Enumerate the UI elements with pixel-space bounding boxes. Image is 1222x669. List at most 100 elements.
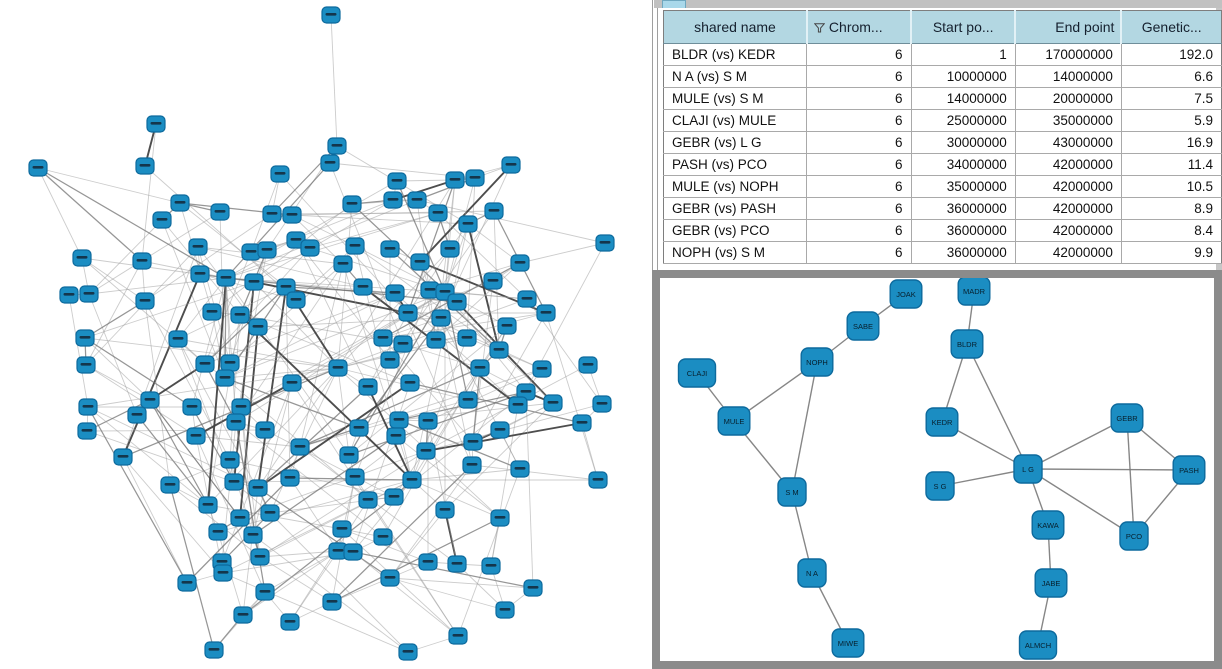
network-node[interactable]: [402, 471, 422, 489]
network-node[interactable]: [343, 543, 363, 561]
network-node[interactable]: [320, 154, 340, 172]
network-node[interactable]: [241, 243, 261, 261]
network-node[interactable]: [386, 427, 406, 445]
network-node[interactable]: [328, 359, 348, 377]
network-node[interactable]: [458, 391, 478, 409]
network-node-madr[interactable]: MADR: [957, 278, 991, 306]
network-node[interactable]: [280, 613, 300, 631]
network-node[interactable]: [75, 329, 95, 347]
network-node[interactable]: [146, 115, 166, 133]
network-node[interactable]: [140, 391, 160, 409]
network-node[interactable]: [260, 504, 280, 522]
network-node[interactable]: [400, 374, 420, 392]
network-node[interactable]: [445, 171, 465, 189]
network-node[interactable]: [160, 476, 180, 494]
network-node-kawa[interactable]: KAWA: [1031, 510, 1065, 540]
network-node-sabe[interactable]: SABE: [846, 311, 880, 341]
network-node[interactable]: [353, 278, 373, 296]
network-node[interactable]: [508, 396, 528, 414]
network-node-mule[interactable]: MULE: [717, 406, 751, 436]
network-node[interactable]: [233, 606, 253, 624]
network-node[interactable]: [447, 555, 467, 573]
network-node[interactable]: [332, 520, 352, 538]
network-node-almch[interactable]: ALMCH: [1018, 630, 1058, 660]
network-node[interactable]: [28, 159, 48, 177]
network-node[interactable]: [407, 191, 427, 209]
network-node[interactable]: [231, 398, 251, 416]
network-node[interactable]: [186, 427, 206, 445]
network-node[interactable]: [76, 356, 96, 374]
network-node[interactable]: [220, 354, 240, 372]
network-node[interactable]: [226, 413, 246, 431]
network-node[interactable]: [532, 360, 552, 378]
network-node[interactable]: [389, 411, 409, 429]
column-header-end-point[interactable]: End point: [1015, 10, 1123, 44]
network-node[interactable]: [387, 172, 407, 190]
network-node[interactable]: [195, 355, 215, 373]
network-node[interactable]: [398, 643, 418, 661]
network-node[interactable]: [78, 398, 98, 416]
network-node[interactable]: [213, 564, 233, 582]
network-node-gebr[interactable]: GEBR: [1110, 403, 1144, 433]
network-node[interactable]: [510, 460, 530, 478]
network-node[interactable]: [190, 265, 210, 283]
network-node[interactable]: [286, 291, 306, 309]
network-node[interactable]: [300, 239, 320, 257]
table-row[interactable]: NOPH (vs) S M 6 36000000 42000000 9.9: [663, 241, 1222, 264]
network-node[interactable]: [385, 284, 405, 302]
network-node[interactable]: [152, 211, 172, 229]
network-node[interactable]: [458, 215, 478, 233]
network-node[interactable]: [230, 509, 250, 527]
column-header-chrom-[interactable]: Chrom...: [806, 10, 913, 44]
network-node[interactable]: [418, 412, 438, 430]
network-node[interactable]: [416, 442, 436, 460]
network-node-s-m[interactable]: S M: [777, 477, 807, 507]
network-node[interactable]: [380, 569, 400, 587]
network-node[interactable]: [481, 557, 501, 575]
network-node[interactable]: [230, 306, 250, 324]
network-node[interactable]: [358, 378, 378, 396]
sub-network-canvas[interactable]: JOAK MADR SABE NOPH BLDR CLAJI MULE KEDR GEBR L G…: [660, 278, 1214, 661]
network-node[interactable]: [497, 317, 517, 335]
network-node-l-g[interactable]: L G: [1013, 454, 1043, 484]
table-row[interactable]: N A (vs) S M 6 10000000 14000000 6.6: [663, 65, 1222, 88]
network-node[interactable]: [572, 414, 592, 432]
network-node[interactable]: [384, 488, 404, 506]
network-node[interactable]: [220, 451, 240, 469]
network-node[interactable]: [462, 456, 482, 474]
network-node[interactable]: [517, 290, 537, 308]
network-node[interactable]: [495, 601, 515, 619]
network-node-n-a[interactable]: N A: [797, 558, 827, 588]
network-node[interactable]: [127, 406, 147, 424]
table-row[interactable]: MULE (vs) S M 6 14000000 20000000 7.5: [663, 87, 1222, 110]
network-node-jabe[interactable]: JABE: [1034, 568, 1068, 598]
table-row[interactable]: PASH (vs) PCO 6 34000000 42000000 11.4: [663, 153, 1222, 176]
network-node[interactable]: [244, 273, 264, 291]
network-node[interactable]: [276, 278, 296, 296]
network-node-pash[interactable]: PASH: [1172, 455, 1206, 485]
network-node[interactable]: [321, 6, 341, 24]
network-node[interactable]: [243, 526, 263, 544]
table-tab[interactable]: [662, 0, 686, 8]
network-node[interactable]: [135, 292, 155, 310]
network-node[interactable]: [59, 286, 79, 304]
table-row[interactable]: GEBR (vs) L G 6 30000000 43000000 16.9: [663, 131, 1222, 154]
network-node[interactable]: [177, 574, 197, 592]
network-node[interactable]: [248, 318, 268, 336]
network-node[interactable]: [595, 234, 615, 252]
network-node[interactable]: [322, 593, 342, 611]
network-node[interactable]: [543, 394, 563, 412]
network-node-miwe[interactable]: MIWE: [831, 628, 865, 658]
network-node[interactable]: [373, 528, 393, 546]
network-node[interactable]: [447, 293, 467, 311]
network-node[interactable]: [465, 169, 485, 187]
network-node[interactable]: [426, 331, 446, 349]
network-node[interactable]: [255, 583, 275, 601]
network-node[interactable]: [588, 471, 608, 489]
network-node[interactable]: [198, 496, 218, 514]
network-node[interactable]: [168, 330, 188, 348]
network-node[interactable]: [342, 195, 362, 213]
network-node[interactable]: [440, 240, 460, 258]
panel-splitter[interactable]: [652, 0, 653, 270]
network-node[interactable]: [516, 383, 536, 401]
